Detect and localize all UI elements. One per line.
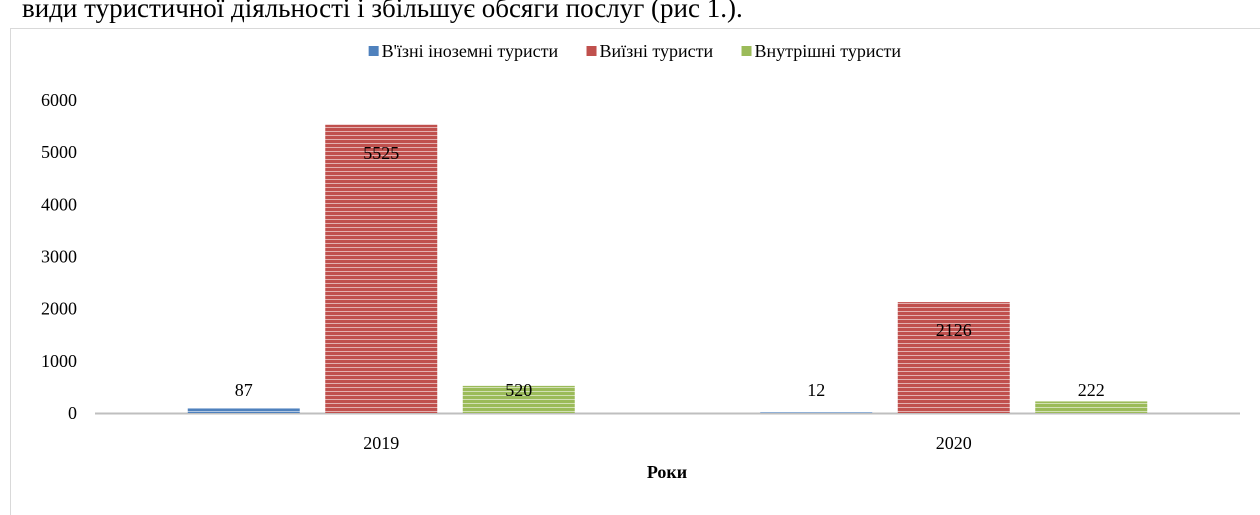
x-tick-label: 2020 xyxy=(936,433,972,453)
legend-item: В'їзні іноземні туристи xyxy=(368,41,559,61)
legend-item: Виїзні туристи xyxy=(586,41,714,61)
bar xyxy=(462,385,575,413)
bar xyxy=(187,408,300,413)
bar xyxy=(325,124,438,413)
legend-swatch xyxy=(741,46,752,56)
legend-label: В'їзні іноземні туристи xyxy=(382,41,559,61)
legend-label: Виїзні туристи xyxy=(600,41,714,61)
legend-swatch xyxy=(586,46,597,56)
x-axis-label: Роки xyxy=(647,462,687,482)
bar xyxy=(1035,401,1148,413)
bar xyxy=(760,412,873,413)
data-label: 222 xyxy=(1078,380,1105,400)
x-tick-label: 2019 xyxy=(363,433,399,453)
y-tick-label: 6000 xyxy=(41,90,77,110)
y-tick-label: 5000 xyxy=(41,142,77,162)
bar xyxy=(897,302,1010,413)
data-label: 87 xyxy=(235,380,253,400)
y-tick-label: 2000 xyxy=(41,299,77,319)
y-tick-label: 4000 xyxy=(41,194,77,214)
data-label: 2126 xyxy=(936,320,972,340)
data-label: 12 xyxy=(807,380,825,400)
y-tick-label: 0 xyxy=(68,403,77,423)
data-label: 520 xyxy=(505,380,532,400)
y-tick-label: 3000 xyxy=(41,247,77,267)
y-tick-label: 1000 xyxy=(41,351,77,371)
data-label: 5525 xyxy=(363,143,399,163)
legend-label: Внутрішні туристи xyxy=(755,41,902,61)
context-text: види туристичної діяльності і збільшує о… xyxy=(22,0,743,23)
legend-swatch xyxy=(368,46,379,56)
legend-item: Внутрішні туристи xyxy=(741,41,902,61)
chart-frame xyxy=(10,28,1260,515)
